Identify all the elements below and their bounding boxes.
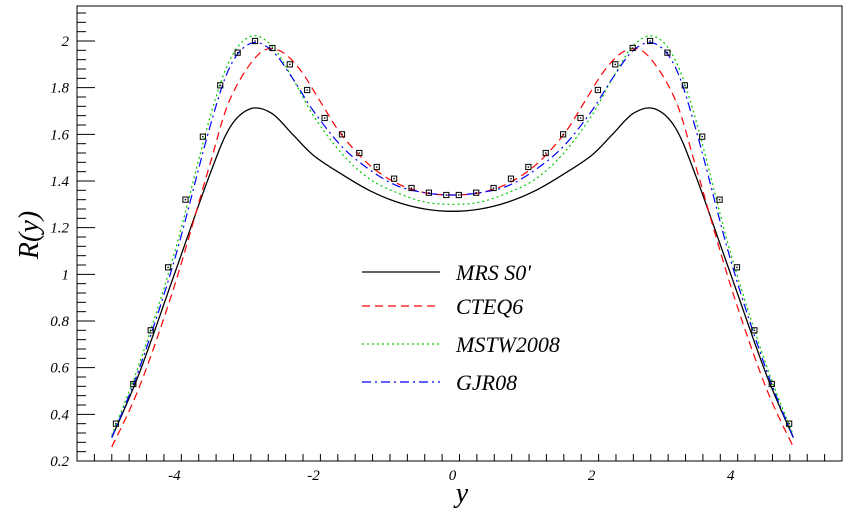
data-marker [321,114,328,122]
data-marker [751,327,758,334]
data-marker [234,49,241,56]
legend-label-mstw2008: MSTW2008 [455,332,560,357]
data-marker [199,133,206,140]
data-marker [286,61,293,68]
y-tick-label: 0.2 [50,454,69,470]
series-line-gjr08 [111,41,794,438]
x-axis: -4 -2 0 2 4 [76,454,843,484]
legend: MRS S0' CTEQ6 MSTW2008 GJR08 [362,260,560,395]
y-tick-label: 1.6 [50,127,69,143]
data-marker [699,133,706,140]
data-marker [525,163,532,171]
y-tick-label: 0.6 [50,361,69,377]
series-layer [111,35,794,448]
data-marker [408,184,415,192]
series-line-cteq6 [111,48,794,448]
data-marker [217,82,224,89]
x-tick-label: 2 [588,468,596,484]
legend-label-mrs-s0: MRS S0' [455,260,531,285]
data-marker [112,420,120,427]
data-marker [356,149,363,157]
y-tick-label: 1 [62,267,70,283]
data-marker [786,420,793,427]
x-tick-label: 0 [449,468,457,484]
data-marker [577,114,584,122]
x-axis-title: y [453,478,469,509]
data-marker [130,380,137,388]
data-marker [594,86,601,94]
y-axis-title: R(y) [14,211,45,260]
legend-label-cteq6: CTEQ6 [456,294,523,319]
y-tick-label: 2 [62,34,70,50]
series-line-mrs-s0 [111,107,794,438]
data-marker [716,196,723,203]
data-marker [490,184,497,192]
data-marker [269,44,276,52]
data-marker [612,61,619,68]
data-marker [768,380,775,388]
x-tick-label: -4 [168,468,181,484]
data-marker [542,149,549,157]
data-marker [733,264,741,271]
data-marker [443,191,450,199]
x-tick-label: -2 [307,468,320,484]
data-marker [147,327,154,334]
data-marker [251,37,259,45]
data-marker [473,189,480,196]
y-tick-label: 0.8 [50,314,69,330]
y-axis: 0.2 0.4 0.6 0.8 1 1.2 1.4 1.6 1.8 2 [50,12,95,470]
data-marker [304,86,311,94]
data-marker [455,191,462,199]
x-tick-label: 4 [727,468,735,484]
legend-label-gjr08: GJR08 [456,370,517,395]
data-marker [629,44,636,52]
y-tick-label: 1.8 [50,81,69,97]
data-marker [338,131,346,138]
data-marker [646,37,654,45]
y-tick-label: 1.4 [50,174,69,190]
data-marker [507,175,515,182]
marker-layer [112,37,793,427]
data-marker [182,196,189,203]
series-line-mstw2008 [111,35,794,436]
data-marker [681,82,688,89]
data-marker [560,131,567,138]
data-marker [373,163,380,171]
y-tick-label: 1.2 [50,221,69,237]
data-marker [391,175,398,182]
data-marker [425,189,432,196]
data-marker [664,49,671,56]
y-tick-label: 0.4 [50,407,69,423]
data-marker [165,264,172,271]
